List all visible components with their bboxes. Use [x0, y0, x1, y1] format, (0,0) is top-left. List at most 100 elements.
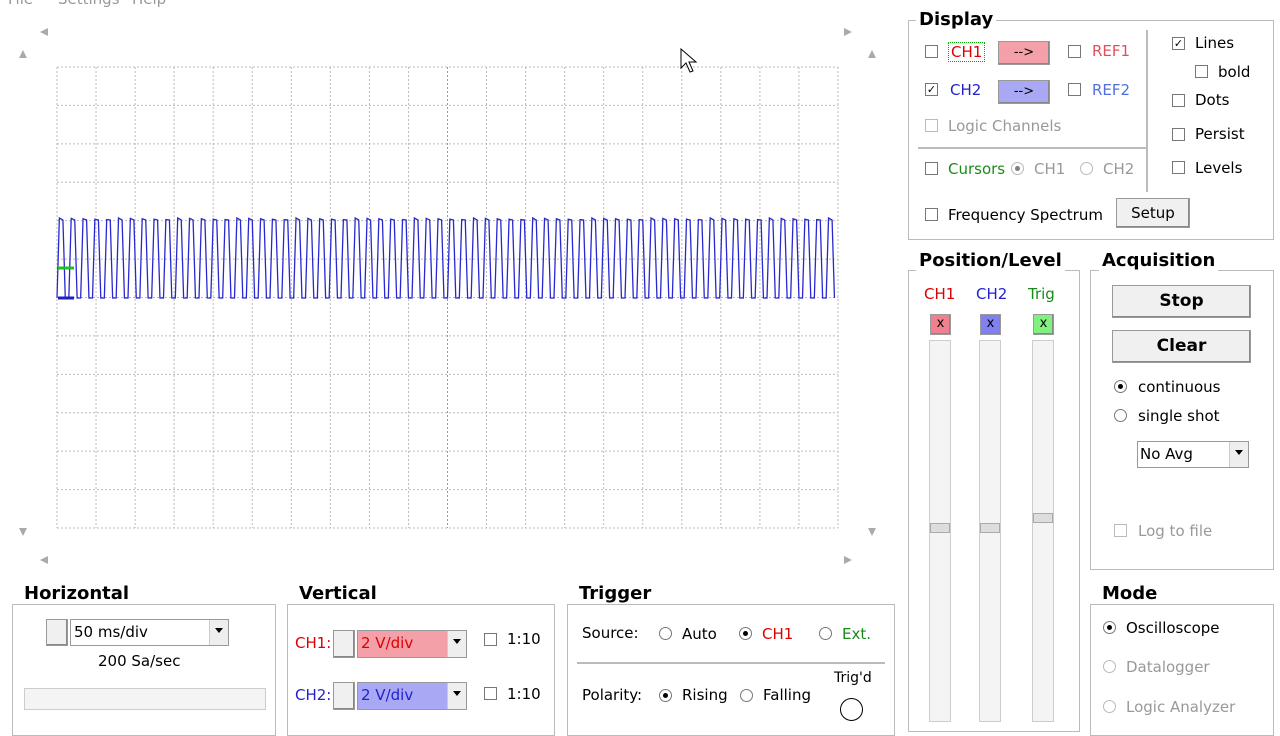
radio[interactable] — [659, 689, 672, 702]
slider[interactable] — [979, 340, 1001, 722]
radio[interactable] — [659, 627, 672, 640]
clear-button[interactable]: Clear — [1112, 330, 1251, 363]
label[interactable]: CH1 — [948, 42, 986, 62]
scrollbar[interactable] — [24, 688, 266, 710]
scroll-arrow[interactable] — [868, 50, 876, 58]
checkbox[interactable] — [484, 687, 497, 700]
label[interactable]: Logic Channels — [948, 117, 1062, 135]
ch2-scale-select[interactable]: 2 V/div — [357, 682, 467, 710]
checkbox[interactable] — [1172, 94, 1185, 107]
label[interactable]: REF2 — [1092, 81, 1131, 99]
select-value: No Avg — [1140, 445, 1193, 463]
radio[interactable] — [819, 627, 832, 640]
checkbox[interactable]: ✓ — [1172, 37, 1185, 50]
label[interactable]: single shot — [1138, 407, 1220, 425]
group-title: Vertical — [296, 584, 380, 604]
scroll-arrow[interactable] — [40, 28, 48, 36]
select-value: 50 ms/div — [74, 623, 148, 641]
stop-button[interactable]: Stop — [1112, 285, 1251, 318]
menu-item[interactable]: File — [8, 0, 33, 8]
label[interactable]: Frequency Spectrum — [948, 206, 1103, 224]
color-button[interactable]: --> — [998, 80, 1050, 104]
dropdown-arrow[interactable] — [447, 631, 466, 657]
spin-button[interactable] — [46, 619, 68, 646]
radio[interactable] — [740, 689, 753, 702]
checkbox[interactable]: ✓ — [925, 83, 938, 96]
scroll-arrow[interactable] — [19, 50, 27, 58]
menu-item[interactable]: Help — [132, 0, 166, 8]
scroll-arrow[interactable] — [40, 556, 48, 564]
label[interactable]: Log to file — [1138, 522, 1213, 540]
scroll-arrow[interactable] — [844, 556, 852, 564]
label[interactable]: Lines — [1195, 34, 1235, 52]
radio[interactable] — [1103, 660, 1116, 673]
checkbox[interactable] — [925, 162, 938, 175]
color-button[interactable]: --> — [998, 41, 1050, 65]
slider[interactable] — [929, 340, 951, 722]
menu-item[interactable]: Settings — [58, 0, 120, 8]
label[interactable]: Rising — [682, 686, 728, 704]
label[interactable]: 1:10 — [507, 630, 541, 648]
label[interactable]: CH1 — [1034, 160, 1066, 178]
radio[interactable] — [1114, 409, 1127, 422]
label[interactable]: Ext. — [842, 625, 872, 643]
zero-button[interactable]: x — [930, 314, 951, 335]
spin-button[interactable] — [333, 682, 355, 710]
radio[interactable] — [1011, 162, 1024, 175]
spin-button[interactable] — [333, 630, 355, 658]
label[interactable]: Dots — [1195, 91, 1230, 109]
scroll-arrow[interactable] — [844, 28, 852, 36]
setup-button[interactable]: Setup — [1116, 198, 1190, 228]
label: CH2 — [976, 285, 1008, 303]
avg-select[interactable]: No Avg — [1137, 441, 1249, 468]
radio[interactable] — [1103, 621, 1116, 634]
label[interactable]: Oscilloscope — [1126, 619, 1220, 637]
checkbox[interactable] — [1068, 45, 1081, 58]
separator — [1146, 30, 1148, 192]
dropdown-arrow[interactable] — [209, 620, 228, 645]
zero-button[interactable]: x — [1033, 314, 1054, 335]
checkbox[interactable] — [925, 45, 938, 58]
label[interactable]: 1:10 — [507, 685, 541, 703]
label[interactable]: Levels — [1195, 159, 1243, 177]
checkbox[interactable] — [925, 208, 938, 221]
radio[interactable] — [739, 627, 752, 640]
checkbox[interactable] — [1195, 65, 1208, 78]
slider[interactable] — [1032, 340, 1054, 722]
scroll-arrow[interactable] — [19, 528, 27, 536]
dropdown-arrow[interactable] — [1229, 442, 1248, 467]
label[interactable]: Persist — [1195, 125, 1245, 143]
label[interactable]: CH1 — [762, 625, 794, 643]
label[interactable]: Auto — [682, 625, 717, 643]
label[interactable]: Cursors — [948, 160, 1006, 178]
label[interactable]: Datalogger — [1126, 658, 1210, 676]
scroll-arrow[interactable] — [868, 528, 876, 536]
label[interactable]: bold — [1218, 63, 1251, 81]
group-title: Position/Level — [916, 251, 1065, 271]
checkbox[interactable] — [1172, 161, 1185, 174]
label: CH1: — [295, 634, 332, 652]
checkbox[interactable] — [484, 633, 497, 646]
label[interactable]: CH2 — [1103, 160, 1135, 178]
label[interactable]: continuous — [1138, 378, 1221, 396]
dropdown-arrow[interactable] — [447, 683, 466, 709]
radio[interactable] — [1103, 700, 1116, 713]
mouse-cursor — [680, 48, 698, 73]
label[interactable]: REF1 — [1092, 42, 1131, 60]
label: Polarity: — [582, 686, 643, 704]
group-title: Mode — [1099, 584, 1161, 604]
timebase-select[interactable]: 50 ms/div — [70, 619, 229, 646]
label[interactable]: Falling — [763, 686, 811, 704]
ch2-waveform — [56, 216, 836, 299]
checkbox[interactable] — [1068, 83, 1081, 96]
label: CH1 — [924, 285, 956, 303]
label[interactable]: CH2 — [950, 81, 982, 99]
ch1-scale-select[interactable]: 2 V/div — [357, 630, 467, 658]
checkbox[interactable] — [1114, 524, 1127, 537]
label[interactable]: Logic Analyzer — [1126, 698, 1236, 716]
radio[interactable] — [1114, 380, 1127, 393]
zero-button[interactable]: x — [980, 314, 1001, 335]
checkbox[interactable] — [1172, 128, 1185, 141]
radio[interactable] — [1080, 162, 1093, 175]
checkbox[interactable] — [925, 119, 938, 132]
